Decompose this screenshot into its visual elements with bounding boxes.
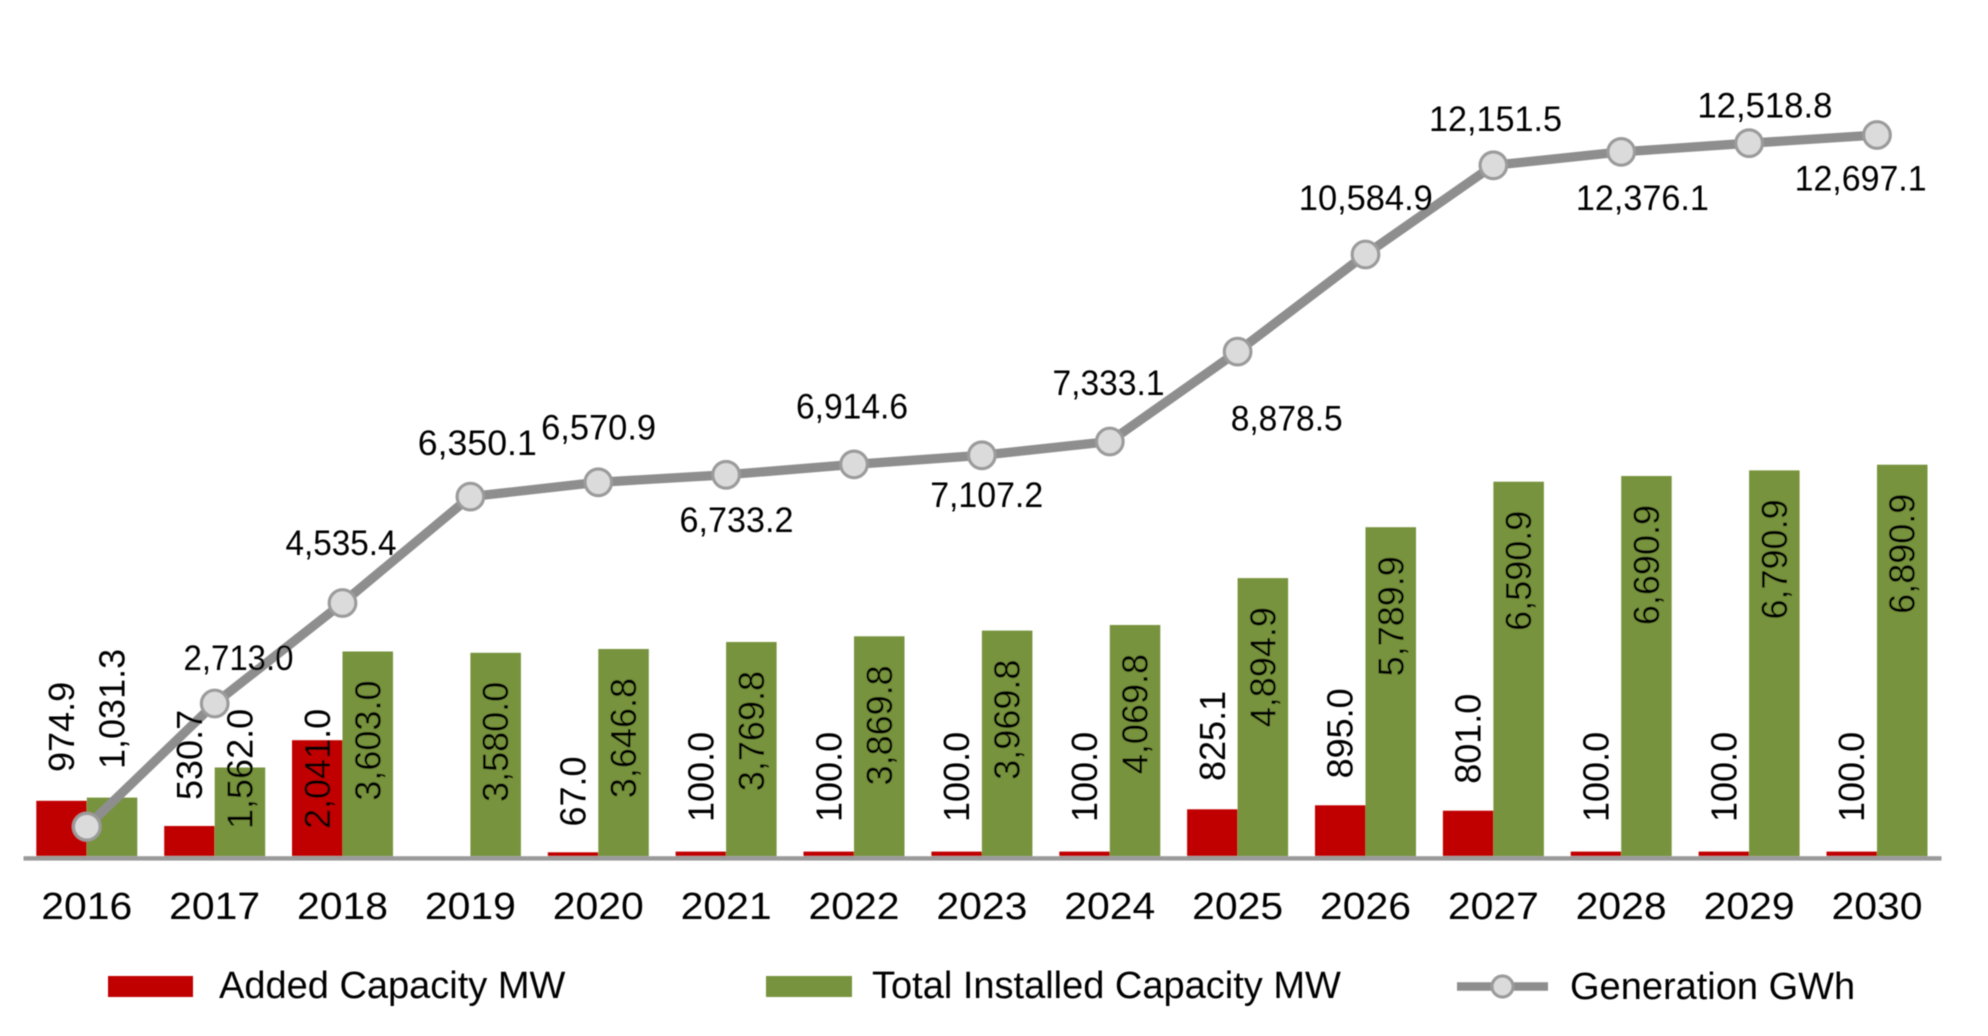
svg-text:10,584.9: 10,584.9: [1299, 179, 1433, 218]
svg-text:1,562.0: 1,562.0: [219, 709, 260, 829]
svg-text:974.9: 974.9: [41, 682, 82, 772]
svg-text:3,580.0: 3,580.0: [475, 682, 516, 802]
svg-text:4,894.9: 4,894.9: [1242, 607, 1283, 727]
svg-text:2020: 2020: [553, 886, 644, 928]
svg-text:100.0: 100.0: [936, 732, 977, 822]
svg-text:6,350.1: 6,350.1: [418, 424, 537, 463]
svg-text:3,603.0: 3,603.0: [347, 681, 388, 801]
svg-text:2021: 2021: [681, 886, 772, 928]
svg-text:2029: 2029: [1704, 886, 1795, 928]
svg-text:Total Installed Capacity MW: Total Installed Capacity MW: [872, 965, 1341, 1007]
svg-text:100.0: 100.0: [1576, 732, 1617, 822]
svg-text:6,590.9: 6,590.9: [1498, 511, 1539, 631]
svg-text:4,535.4: 4,535.4: [286, 524, 397, 563]
svg-text:825.1: 825.1: [1192, 691, 1233, 781]
svg-text:2025: 2025: [1192, 886, 1283, 928]
svg-text:5,789.9: 5,789.9: [1370, 556, 1411, 676]
svg-text:6,790.9: 6,790.9: [1754, 499, 1795, 619]
svg-text:2018: 2018: [297, 886, 388, 928]
svg-text:4,069.8: 4,069.8: [1115, 654, 1156, 774]
svg-text:3,869.8: 3,869.8: [859, 665, 900, 785]
svg-text:7,333.1: 7,333.1: [1053, 364, 1165, 403]
svg-text:2027: 2027: [1448, 886, 1539, 928]
svg-text:2023: 2023: [936, 886, 1027, 928]
svg-text:2017: 2017: [169, 886, 260, 928]
svg-text:6,914.6: 6,914.6: [796, 388, 908, 427]
svg-text:6,690.9: 6,690.9: [1626, 505, 1667, 625]
svg-text:530.7: 530.7: [169, 710, 210, 800]
svg-text:2019: 2019: [425, 886, 516, 928]
svg-text:2026: 2026: [1320, 886, 1411, 928]
svg-text:2028: 2028: [1576, 886, 1667, 928]
svg-text:2,713.0: 2,713.0: [184, 639, 294, 678]
svg-text:7,107.2: 7,107.2: [930, 476, 1043, 515]
svg-text:6,570.9: 6,570.9: [541, 409, 656, 448]
svg-text:2030: 2030: [1832, 886, 1923, 928]
svg-text:100.0: 100.0: [1703, 732, 1744, 822]
svg-text:12,151.5: 12,151.5: [1429, 100, 1562, 139]
svg-text:2,041.0: 2,041.0: [297, 709, 338, 829]
svg-text:12,518.8: 12,518.8: [1697, 87, 1832, 126]
svg-text:895.0: 895.0: [1320, 688, 1361, 778]
svg-text:2016: 2016: [41, 886, 132, 928]
svg-text:100.0: 100.0: [1064, 732, 1105, 822]
svg-text:6,733.2: 6,733.2: [680, 501, 794, 540]
svg-text:12,376.1: 12,376.1: [1576, 179, 1709, 218]
svg-text:8,878.5: 8,878.5: [1231, 399, 1343, 438]
svg-text:100.0: 100.0: [680, 732, 721, 822]
svg-text:6,890.9: 6,890.9: [1882, 494, 1923, 614]
svg-text:12,697.1: 12,697.1: [1795, 159, 1927, 198]
svg-text:2022: 2022: [809, 886, 900, 928]
svg-text:3,969.8: 3,969.8: [987, 660, 1028, 780]
svg-text:67.0: 67.0: [553, 756, 594, 826]
svg-text:2024: 2024: [1064, 886, 1155, 928]
svg-text:100.0: 100.0: [1831, 732, 1872, 822]
svg-text:801.0: 801.0: [1448, 694, 1489, 784]
svg-text:3,769.8: 3,769.8: [731, 671, 772, 791]
svg-text:100.0: 100.0: [808, 732, 849, 822]
svg-text:3,646.8: 3,646.8: [603, 678, 644, 798]
svg-text:1,031.3: 1,031.3: [92, 649, 133, 769]
svg-text:Generation GWh: Generation GWh: [1570, 966, 1855, 1008]
svg-text:Added Capacity MW: Added Capacity MW: [219, 965, 565, 1007]
